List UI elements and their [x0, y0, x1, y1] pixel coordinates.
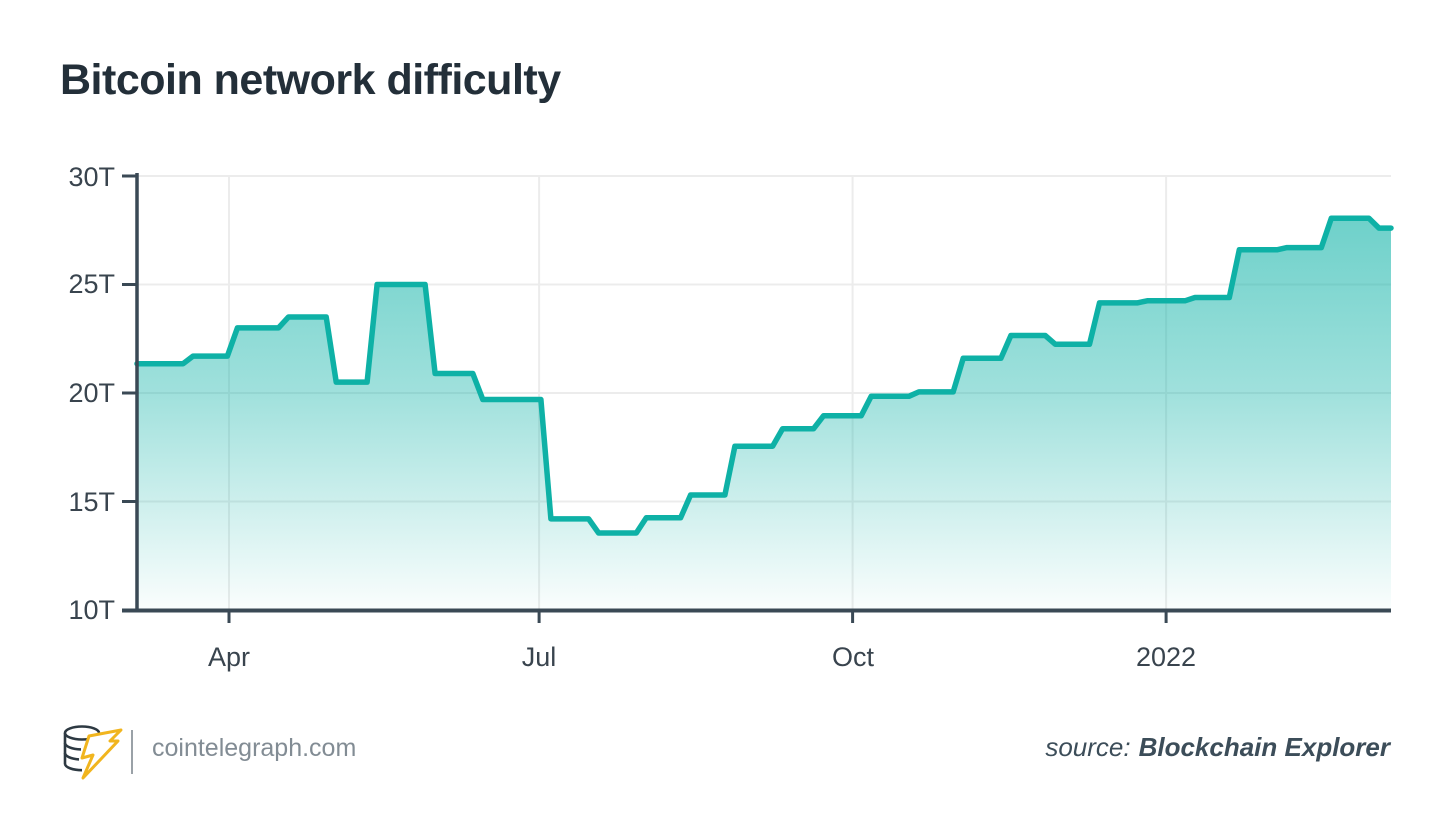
chart-title: Bitcoin network difficulty [60, 56, 561, 104]
y-axis-label-10t: 10T [68, 595, 115, 625]
difficulty-line [134, 215, 1394, 536]
x-axis-label-2022: 2022 [1135, 642, 1197, 672]
source-credit: source: Blockchain Explorer [1045, 732, 1390, 763]
source-value: Blockchain Explorer [1138, 732, 1390, 762]
axes [122, 173, 1391, 623]
y-axis-label-25t: 25T [68, 269, 115, 299]
y-axis-label-30t: 30T [68, 162, 115, 192]
footer-divider [131, 730, 133, 774]
x-axis-label-jul: Jul [521, 642, 557, 672]
cointelegraph-logo-icon [63, 725, 123, 780]
y-axis-label-20t: 20T [68, 378, 115, 408]
footer: cointelegraph.com source: Blockchain Expl… [0, 712, 1450, 792]
x-axis-label-oct: Oct [831, 642, 874, 672]
y-axis-label-15t: 15T [68, 487, 115, 517]
x-axis-label-apr: Apr [207, 642, 251, 672]
source-label: source: [1045, 732, 1131, 762]
difficulty-chart: 30T 25T 20T 15T 10T Apr Jul Oct 2022 [68, 162, 1394, 672]
chart-canvas [122, 173, 1394, 623]
brand-domain: cointelegraph.com [152, 734, 357, 762]
difficulty-area [137, 218, 1391, 611]
